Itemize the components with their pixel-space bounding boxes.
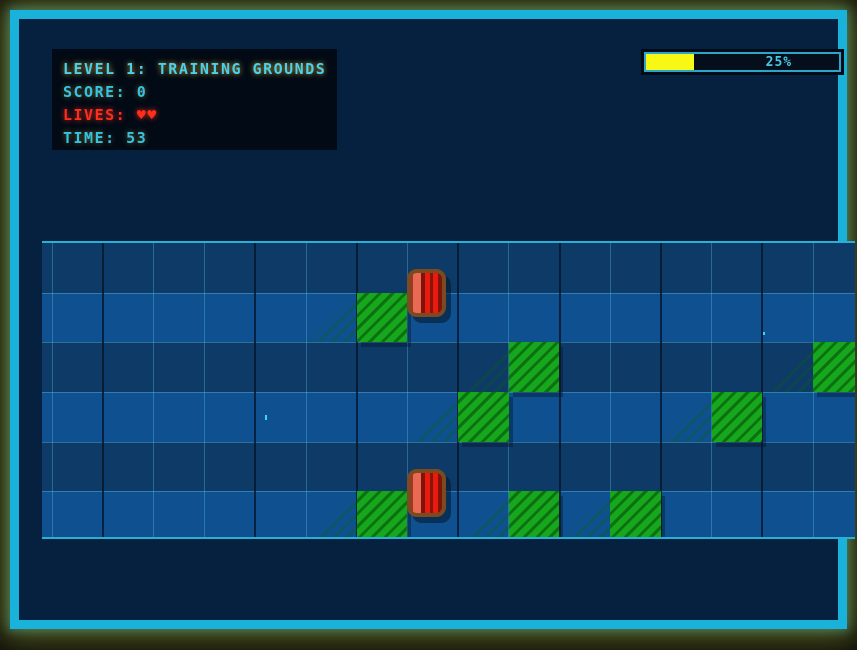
field-row — [42, 342, 855, 392]
platform-tile — [711, 392, 763, 442]
progress-bar-label: 25% — [765, 55, 793, 70]
game-field[interactable] — [42, 241, 855, 539]
platform-tile — [356, 292, 408, 343]
platform-tile — [508, 491, 560, 537]
hud-panel: LEVEL 1: TRAINING GROUNDS SCORE: 0 LIVES… — [52, 49, 337, 150]
hud-time-text: TIME: 53 — [63, 129, 148, 147]
grid-vline — [254, 243, 257, 537]
grid-vline — [761, 243, 764, 537]
grid-vline — [305, 243, 307, 537]
platform-tile — [458, 392, 509, 442]
grid-hline — [42, 441, 855, 443]
barrel-obstacle — [407, 469, 446, 517]
grid-vline — [52, 243, 53, 537]
game-frame: LEVEL 1: TRAINING GROUNDS SCORE: 0 LIVES… — [10, 10, 855, 629]
hud-level-text: LEVEL 1: TRAINING GROUNDS — [63, 60, 327, 78]
hud-score-text: SCORE: 0 — [63, 83, 148, 101]
field-row — [42, 292, 855, 343]
grid-vline — [153, 243, 155, 537]
grid-hline — [42, 342, 855, 344]
progress-bar: 25% — [644, 52, 841, 72]
spark-particle — [265, 415, 267, 420]
grid-vline — [558, 243, 561, 537]
platform-tile — [356, 491, 408, 537]
grid-hline — [42, 491, 855, 493]
field-row — [42, 243, 855, 293]
field-row — [42, 491, 855, 537]
grid-vline — [355, 243, 358, 537]
platform-tile — [508, 342, 560, 392]
grid-vline — [102, 243, 105, 537]
grid-vline — [204, 243, 206, 537]
spark-particle — [763, 332, 765, 335]
barrel-obstacle — [407, 269, 446, 317]
grid-hline — [42, 392, 855, 393]
hud-lives-text: LIVES: ♥♥ — [63, 106, 158, 124]
grid-vline — [609, 243, 611, 537]
grid-vline — [457, 243, 460, 537]
grid-vline — [659, 243, 662, 537]
grid-vline — [711, 243, 713, 537]
platform-tile — [813, 342, 855, 392]
grid-vline — [406, 243, 408, 537]
grid-hline — [42, 292, 855, 294]
progress-bar-fill — [646, 54, 695, 70]
field-row — [42, 441, 855, 492]
platform-tile — [610, 491, 661, 537]
